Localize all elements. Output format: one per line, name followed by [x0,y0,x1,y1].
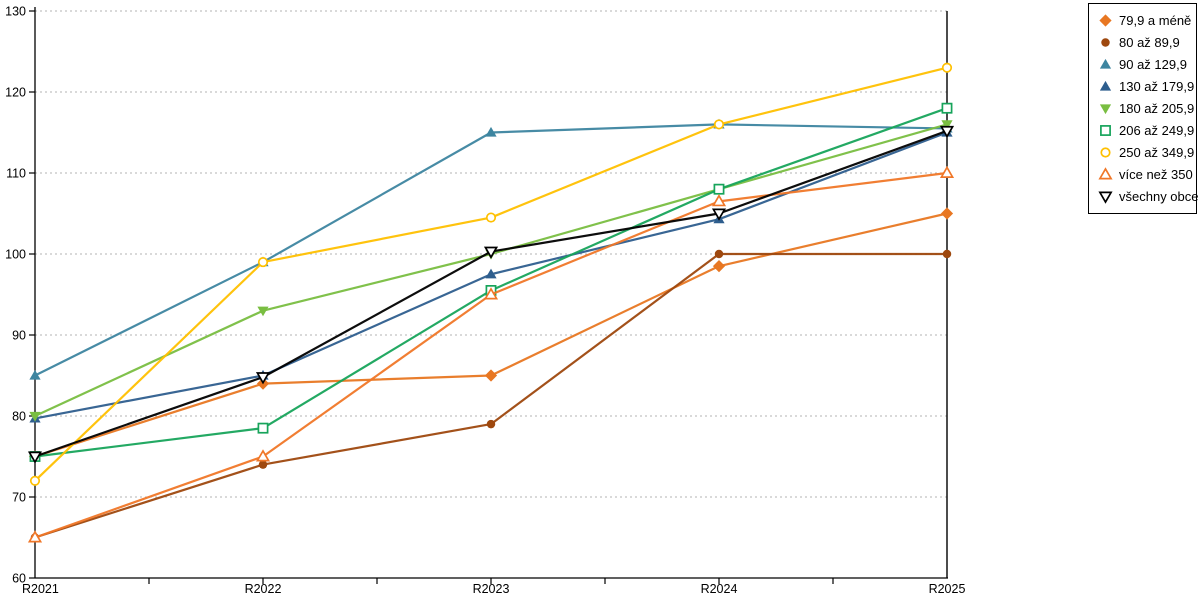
data-point-marker [483,287,499,300]
x-tick-label: R2022 [245,582,282,596]
y-tick-label: 120 [5,86,26,100]
data-point-marker [255,372,271,385]
circle-legend-icon [1100,147,1111,158]
data-point-marker [29,411,41,422]
data-point-marker [941,102,953,114]
legend-label: 79,9 a méně [1119,13,1192,28]
triangle-up-legend-icon [1099,58,1112,69]
y-tick-label: 80 [12,410,26,424]
legend-item-5: 206 až 249,9 [1098,123,1195,138]
data-point-marker [485,212,497,223]
y-tick-label: 100 [5,248,26,262]
data-point-marker [713,119,725,130]
data-point-marker [941,62,953,73]
legend-label: 80 až 89,9 [1119,35,1180,50]
data-point-marker [483,246,499,259]
chart-legend: 79,9 a méně 80 až 89,9 90 až 129,9 130 až 1… [1088,3,1199,214]
triangle-up-legend-icon [1099,80,1112,91]
legend-label: 130 až 179,9 [1119,79,1195,94]
data-point-marker [257,306,269,317]
data-point-marker [257,422,269,434]
data-point-marker [940,207,954,220]
y-tick-label: 90 [12,329,26,343]
data-point-marker [939,165,955,178]
data-point-marker [1099,58,1112,69]
data-point-marker [1100,125,1111,136]
legend-item-8: všechny obce [1098,189,1199,204]
data-point-marker [713,183,725,195]
legend-item-4: 180 až 205,9 [1098,101,1195,116]
data-point-marker [485,126,497,137]
data-point-marker [485,268,497,279]
y-tick-label: 60 [12,572,26,586]
legend-item-2: 90 až 129,9 [1098,57,1192,72]
legend-item-6: 250 až 349,9 [1098,145,1195,160]
legend-item-0: 79,9 a méně [1098,13,1192,28]
data-point-marker [939,125,955,139]
data-point-marker [1101,38,1110,47]
data-point-marker [27,530,43,543]
data-point-marker [1099,104,1112,115]
data-point-marker [257,257,269,268]
diamond-legend-icon [1099,14,1112,27]
triangle-down-legend-icon [1098,191,1113,204]
data-point-marker [711,194,727,207]
data-point-marker [942,249,952,259]
circle-legend-icon [1101,38,1110,47]
data-point-marker [484,369,498,382]
data-point-marker [1099,14,1112,27]
y-tick-label: 110 [6,167,26,181]
data-point-marker [1098,167,1113,180]
data-point-marker [29,475,41,486]
data-point-marker [711,208,727,221]
y-tick-label: 70 [12,491,26,505]
x-tick-label: R2025 [929,582,966,596]
series-line-5 [33,107,949,458]
triangle-up-legend-icon [1098,167,1113,180]
data-point-marker [714,249,724,259]
data-point-marker [486,419,496,429]
data-point-marker [27,451,43,464]
legend-label: více než 350 [1119,167,1193,182]
legend-item-7: více než 350 [1098,167,1193,182]
data-point-marker [1098,191,1113,204]
legend-label: 206 až 249,9 [1119,123,1195,138]
y-tick-label: 130 [5,5,26,19]
x-tick-label: R2021 [22,582,59,596]
data-point-marker [1100,147,1111,158]
data-point-marker [941,120,953,130]
legend-label: 250 až 349,9 [1119,145,1195,160]
legend-item-3: 130 až 179,9 [1098,79,1195,94]
series-line-7 [33,171,949,539]
legend-item-1: 80 až 89,9 [1098,35,1192,50]
data-point-marker [255,449,271,462]
data-point-marker [258,460,268,469]
triangle-down-legend-icon [1099,104,1112,115]
data-point-marker [1099,80,1112,91]
square-legend-icon [1100,125,1111,136]
data-point-marker [29,369,41,380]
x-tick-label: R2023 [473,582,510,596]
legend-label: 180 až 205,9 [1119,101,1195,116]
x-tick-label: R2024 [701,582,738,596]
legend-label: 90 až 129,9 [1119,57,1187,72]
legend-label: všechny obce [1119,189,1199,204]
data-point-marker [712,260,726,273]
